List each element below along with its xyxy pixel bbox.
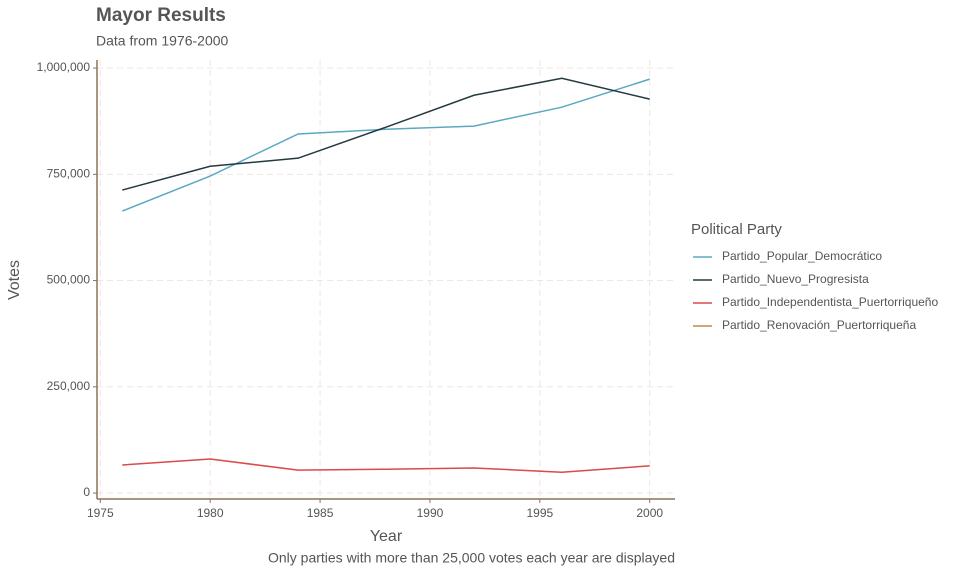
caption: Only parties with more than 25,000 votes… (268, 550, 675, 566)
x-tick-label: 1995 (526, 506, 553, 520)
y-tick-label: 250,000 (47, 379, 91, 393)
y-tick-label: 0 (83, 485, 90, 499)
legend-label: Partido_Nuevo_Progresista (722, 272, 869, 286)
series-line (121, 78, 650, 212)
x-tick-label: 1980 (197, 506, 224, 520)
legend-label: Partido_Independentista_Puertorriqueño (722, 295, 938, 309)
x-axis-label: Year (370, 528, 403, 545)
series-line (122, 458, 650, 473)
legend-label: Partido_Renovación_Puertorriqueña (722, 318, 916, 332)
chart-subtitle: Data from 1976-2000 (96, 33, 229, 49)
x-tick-label: 2000 (636, 506, 663, 520)
series-line (122, 77, 650, 191)
legend-label: Partido_Popular_Democrático (722, 249, 882, 263)
x-tick-label: 1975 (87, 506, 114, 520)
x-tick-label: 1990 (417, 506, 444, 520)
legend-title: Political Party (691, 221, 782, 238)
y-tick-label: 750,000 (47, 166, 91, 180)
y-tick-label: 500,000 (47, 273, 91, 287)
x-tick-label: 1985 (307, 506, 334, 520)
y-axis-label: Votes (6, 260, 23, 300)
chart-title: Mayor Results (96, 5, 226, 26)
y-tick-label: 1,000,000 (37, 60, 91, 74)
